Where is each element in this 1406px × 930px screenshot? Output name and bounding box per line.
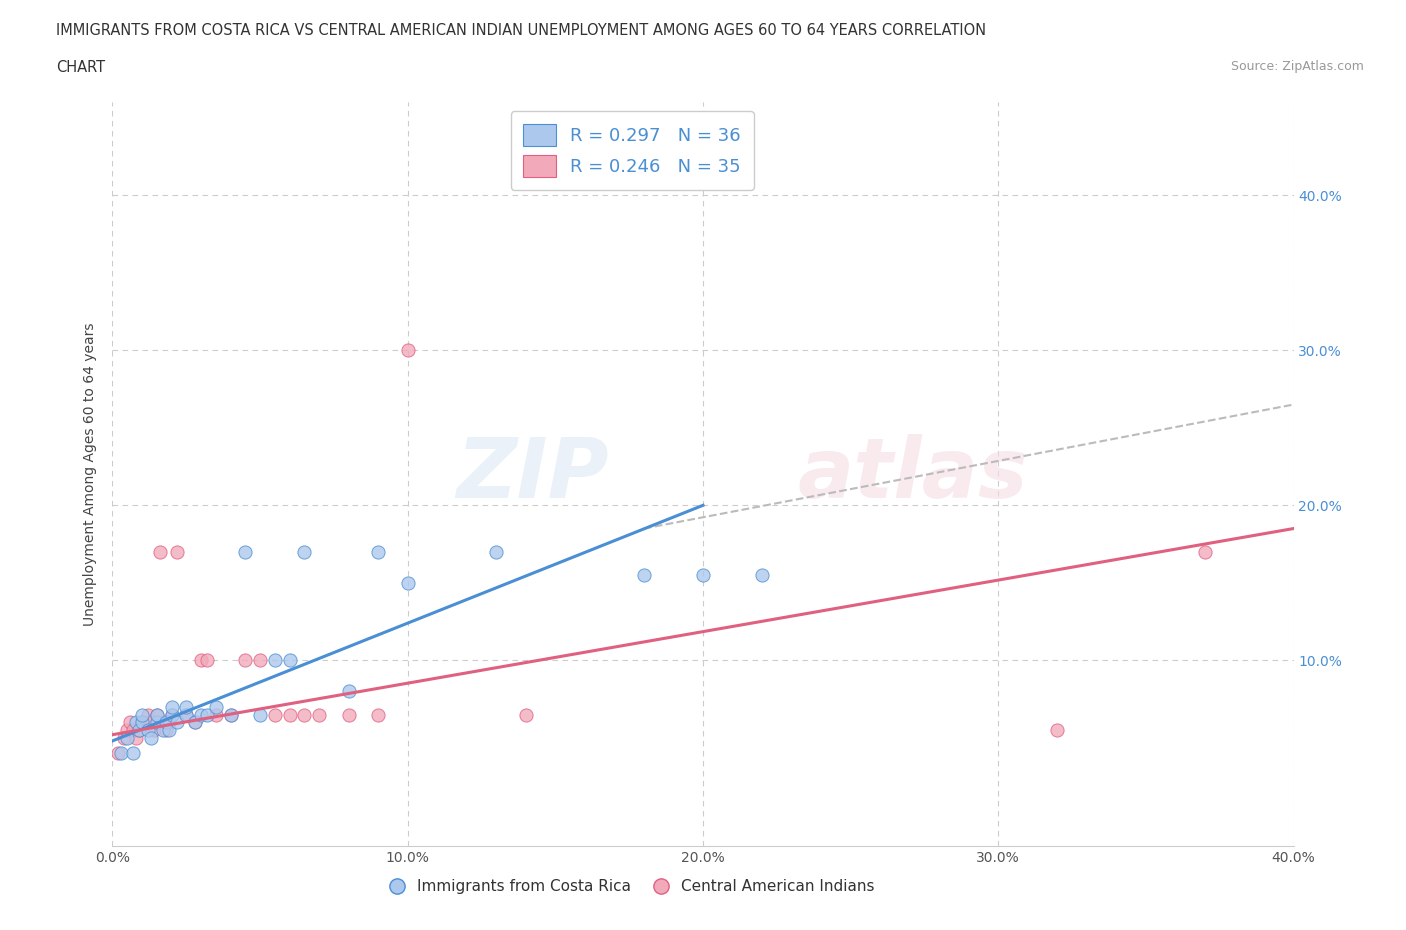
Point (160, 707, 183, 722)
Point (633, 567, 655, 582)
Point (166, 715, 188, 730)
Point (264, 707, 287, 722)
Point (136, 707, 159, 722)
Point (166, 544, 188, 559)
Point (292, 544, 315, 559)
Point (190, 707, 212, 722)
Point (136, 723, 159, 737)
Point (174, 699, 197, 714)
Point (264, 653, 287, 668)
Legend: Immigrants from Costa Rica, Central American Indians: Immigrants from Costa Rica, Central Amer… (382, 871, 883, 902)
Point (337, 707, 360, 722)
Point (157, 723, 180, 737)
Point (367, 707, 389, 722)
Text: atlas: atlas (797, 433, 1028, 515)
Point (292, 707, 315, 722)
Point (155, 723, 177, 737)
Point (160, 707, 183, 722)
Point (219, 707, 242, 722)
Point (146, 707, 169, 722)
Point (160, 699, 183, 714)
Point (117, 723, 138, 737)
Point (195, 707, 218, 722)
Point (149, 544, 172, 559)
Point (278, 653, 301, 668)
Point (131, 707, 153, 722)
Point (233, 653, 256, 668)
Point (122, 746, 145, 761)
Point (120, 715, 142, 730)
Point (117, 730, 138, 745)
Point (110, 746, 132, 761)
Point (195, 653, 218, 668)
Point (146, 707, 169, 722)
Point (112, 730, 135, 745)
Point (1194, 544, 1216, 559)
Point (174, 707, 197, 722)
Point (205, 699, 228, 714)
Point (190, 653, 212, 668)
Point (125, 730, 148, 745)
Point (205, 707, 228, 722)
Point (139, 730, 162, 745)
Text: Source: ZipAtlas.com: Source: ZipAtlas.com (1230, 60, 1364, 73)
Text: ZIP: ZIP (456, 433, 609, 515)
Point (337, 684, 360, 698)
Point (152, 723, 174, 737)
Point (128, 723, 150, 737)
Point (184, 715, 207, 730)
Point (396, 576, 419, 591)
Text: IMMIGRANTS FROM COSTA RICA VS CENTRAL AMERICAN INDIAN UNEMPLOYMENT AMONG AGES 60: IMMIGRANTS FROM COSTA RICA VS CENTRAL AM… (56, 23, 987, 38)
Point (219, 707, 242, 722)
Point (249, 653, 271, 668)
Point (107, 746, 129, 761)
Point (308, 707, 330, 722)
Point (515, 707, 537, 722)
Point (125, 715, 148, 730)
Point (157, 715, 180, 730)
Text: CHART: CHART (56, 60, 105, 75)
Point (139, 715, 162, 730)
Point (367, 544, 389, 559)
Y-axis label: Unemployment Among Ages 60 to 64 years: Unemployment Among Ages 60 to 64 years (83, 323, 97, 626)
Point (174, 707, 197, 722)
Point (122, 723, 145, 737)
Point (128, 723, 150, 737)
Point (485, 544, 508, 559)
Point (278, 707, 301, 722)
Point (131, 715, 153, 730)
Point (142, 723, 165, 737)
Point (184, 715, 207, 730)
Point (233, 544, 256, 559)
Point (692, 567, 714, 582)
Point (751, 567, 773, 582)
Point (146, 715, 169, 730)
Point (155, 715, 177, 730)
Point (249, 707, 271, 722)
Point (131, 715, 153, 730)
Point (1046, 723, 1069, 737)
Point (396, 343, 419, 358)
